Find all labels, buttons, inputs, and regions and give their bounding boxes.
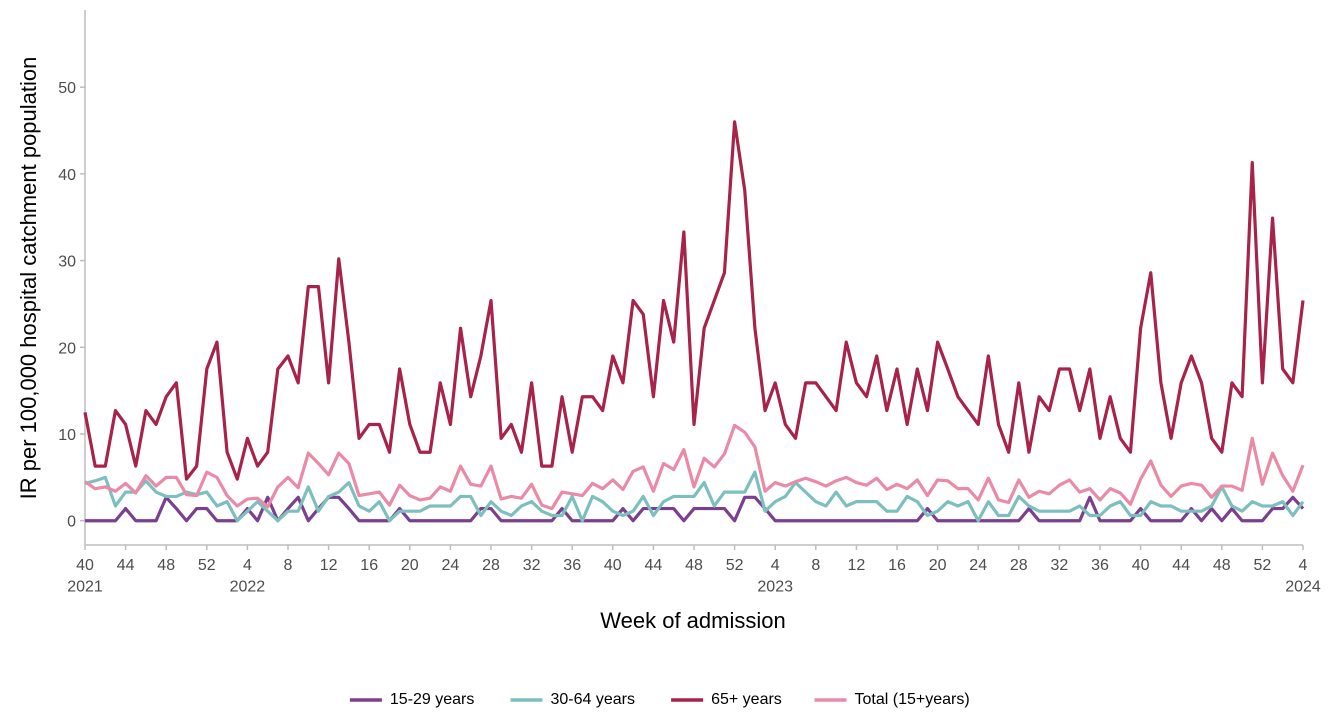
x-tick-label: 40	[1132, 557, 1150, 574]
x-tick-label: 4 2024	[1285, 557, 1321, 596]
x-tick-label: 36	[1091, 557, 1109, 574]
x-tick-label: 48	[1213, 557, 1231, 574]
x-tick-label: 28	[1010, 557, 1028, 574]
x-tick-label: 16	[360, 557, 378, 574]
y-tick-label: 30	[58, 254, 76, 271]
legend-label: 15-29 years	[390, 691, 475, 708]
series-line	[84, 470, 1305, 523]
x-tick-label: 24	[442, 557, 460, 574]
x-tick-label: 44	[645, 557, 663, 574]
series-line	[84, 423, 1305, 511]
x-tick-label: 20	[929, 557, 947, 574]
x-axis-title: Week of admission	[600, 608, 785, 633]
x-tick-label: 4 2023	[757, 557, 793, 596]
x-tick-label: 44	[117, 557, 135, 574]
x-tick-label: 36	[563, 557, 581, 574]
x-tick-label: 20	[401, 557, 419, 574]
series-line	[85, 495, 1305, 523]
x-tick-label: 16	[888, 557, 906, 574]
legend-label: Total (15+years)	[855, 691, 970, 708]
x-tick-label: 44	[1172, 557, 1190, 574]
x-tick-label: 24	[969, 557, 987, 574]
x-tick-label: 12	[320, 557, 338, 574]
y-tick-label: 40	[58, 167, 76, 184]
legend-label: 65+ years	[711, 691, 782, 708]
y-tick-label: 0	[67, 514, 76, 531]
x-tick-label: 52	[198, 557, 216, 574]
x-tick-label: 52	[1254, 557, 1272, 574]
legend-label: 30-64 years	[551, 691, 636, 708]
y-axis-title: IR per 100,000 hospital catchment popula…	[16, 57, 41, 500]
x-tick-label: 8	[811, 557, 820, 574]
x-tick-label: 40	[604, 557, 622, 574]
x-tick-label: 52	[726, 557, 744, 574]
series-line	[83, 120, 1305, 481]
y-tick-label: 20	[58, 340, 76, 357]
y-tick-label: 10	[58, 427, 76, 444]
x-tick-label: 40 2021	[67, 557, 103, 596]
x-tick-label: 32	[523, 557, 541, 574]
x-tick-label: 28	[482, 557, 500, 574]
x-tick-label: 48	[157, 557, 175, 574]
y-tick-label: 50	[58, 80, 76, 97]
x-tick-label: 8	[284, 557, 293, 574]
x-tick-label: 48	[685, 557, 703, 574]
x-tick-label: 4 2022	[230, 557, 266, 596]
x-tick-label: 12	[848, 557, 866, 574]
x-tick-label: 32	[1051, 557, 1069, 574]
